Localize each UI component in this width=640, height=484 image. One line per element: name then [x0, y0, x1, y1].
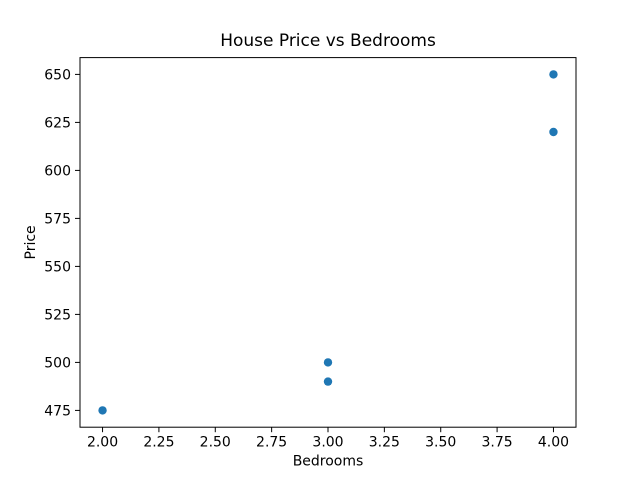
- data-point: [549, 127, 558, 137]
- chart-title: House Price vs Bedrooms: [220, 31, 436, 51]
- data-point: [323, 377, 333, 386]
- y-tick-label: 550: [44, 259, 71, 275]
- y-tick-label: 625: [44, 115, 71, 131]
- x-tick-label: 2.50: [200, 435, 231, 451]
- x-axis-ticks: 2.00 2.25 2.50 2.75 3.00 3.25 3.50 3.75 4.00: [87, 427, 569, 451]
- data-point: [323, 358, 333, 367]
- y-tick-label: 575: [44, 211, 71, 227]
- x-tick-label: 3.00: [312, 435, 343, 451]
- y-tick-label: 475: [44, 403, 71, 419]
- x-tick-label: 3.75: [482, 435, 513, 451]
- data-point: [98, 406, 107, 415]
- plot-area-border: [79, 57, 577, 428]
- x-tick-label: 3.50: [425, 435, 456, 451]
- y-tick-label: 650: [44, 67, 71, 83]
- y-tick-label: 500: [44, 355, 71, 371]
- y-tick-label: 600: [44, 163, 71, 179]
- x-tick-label: 2.00: [87, 435, 118, 451]
- data-points: [98, 70, 558, 415]
- y-axis-ticks: 475 500 525 550 575 600 625 650: [44, 67, 80, 419]
- data-point: [549, 70, 558, 79]
- x-tick-label: 2.25: [143, 435, 174, 451]
- x-tick-label: 3.25: [369, 435, 400, 451]
- y-tick-label: 525: [44, 307, 71, 323]
- y-axis-label: Price: [23, 225, 39, 259]
- x-tick-label: 2.75: [256, 435, 287, 451]
- x-tick-label: 4.00: [538, 435, 569, 451]
- x-axis-label: Bedrooms: [293, 454, 364, 470]
